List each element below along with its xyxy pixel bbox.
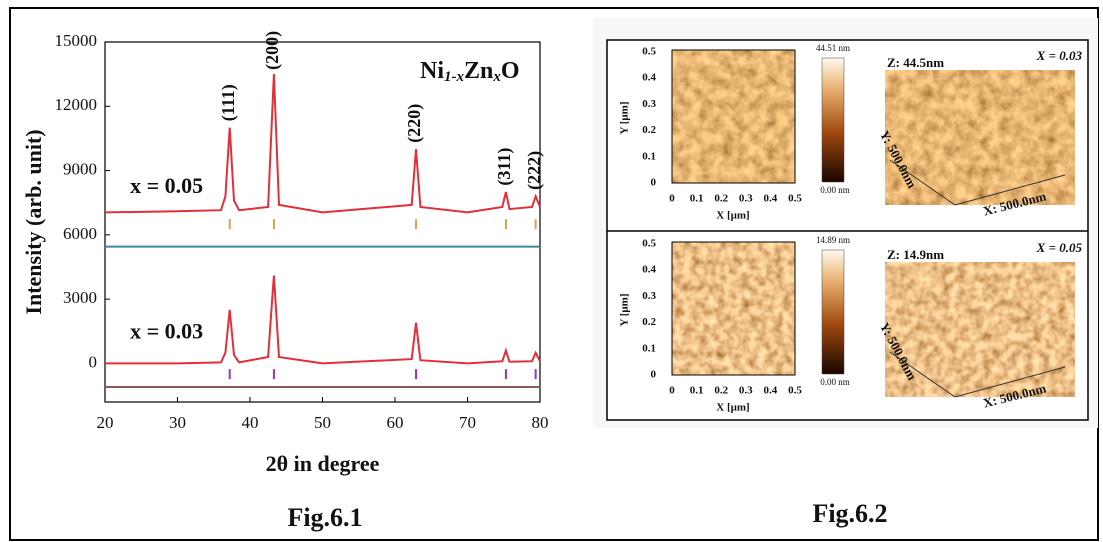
plot-frame	[104, 41, 541, 403]
afm-x-tick: 0.1	[690, 193, 704, 205]
y-tick-label: 6000	[63, 224, 97, 243]
afm-3d-box	[889, 351, 1066, 398]
afm-y-tick: 0.4	[642, 264, 656, 276]
z-label: Z: 44.5nm	[887, 55, 944, 70]
afm-x-tick: 0.3	[739, 193, 753, 205]
y-tick-label: 9000	[63, 159, 97, 178]
y-tick-label: 12000	[55, 95, 98, 114]
afm-y-tick: 0.2	[642, 316, 656, 328]
y-tick-label: 15000	[55, 31, 98, 50]
xrd-chart: 0 3000 6000 9000 12000 15000 20 30 40 50 60 70 80 2θ …	[21, 31, 548, 532]
curve-label: x = 0.03	[130, 318, 203, 343]
composition: X = 0.03	[1036, 48, 1083, 63]
curve-label: x = 0.05	[130, 173, 203, 198]
afm-x-tick: 0.4	[764, 193, 778, 205]
afm-y-tick: 0.1	[642, 342, 656, 354]
afm-image	[672, 242, 795, 375]
afm-x-tick: 0.4	[764, 385, 778, 397]
afm-y-tick: 0.3	[642, 290, 656, 302]
scale-max: 14.89 nm	[816, 235, 850, 245]
color-bar	[821, 57, 845, 183]
x-tick-label: 40	[242, 413, 259, 432]
title-part: Ni	[420, 58, 444, 84]
x-tick-label: 20	[97, 413, 114, 432]
peak-label: (311)	[494, 148, 515, 186]
y-tick-label: 0	[89, 352, 98, 371]
caption: Fig.6.2	[812, 499, 887, 528]
afm-x-label: X [μm]	[716, 210, 749, 222]
x-axis-label: 2θ in degree	[266, 451, 380, 476]
afm-y-tick: 0.4	[642, 72, 656, 84]
peak-label: (220)	[404, 104, 425, 143]
afm-y-label: Y [μm]	[619, 293, 631, 326]
afm-x-tick: 0.3	[739, 385, 753, 397]
afm-image	[672, 50, 795, 183]
afm-figure: 0 0.1 0.2 0.3 0.4 0.5 0 0.1 0.2 0.3 0.4 0.5 X [μm] Y …	[606, 39, 1089, 528]
afm-x-tick: 0.2	[714, 385, 728, 397]
series-line	[104, 74, 541, 214]
y-tick-label: 3000	[63, 288, 97, 307]
title-part: x	[492, 69, 501, 85]
peak-label: (222)	[524, 151, 545, 190]
afm-y-tick: 0.1	[642, 150, 656, 162]
chart-title: Ni1-xZnxO	[420, 58, 520, 86]
x-tick-label: 30	[169, 413, 186, 432]
afm-x-tick: 0.1	[690, 385, 704, 397]
afm-x-tick: 0.2	[714, 193, 728, 205]
afm-image-border	[671, 49, 796, 184]
afm-x-tick: 0	[669, 385, 675, 397]
scale-max: 44.51 nm	[816, 43, 850, 53]
title-part: O	[501, 58, 520, 84]
afm-image-border	[671, 241, 796, 376]
title-part: 1-x	[444, 69, 464, 85]
afm-x-label: X [μm]	[716, 402, 749, 414]
afm-3d-box	[889, 159, 1066, 206]
afm-y-tick: 0.3	[642, 98, 656, 110]
x-tick-label: 80	[532, 413, 549, 432]
afm-y-label: Y [μm]	[619, 101, 631, 134]
scale-min: 0.00 nm	[820, 377, 850, 387]
scale-min: 0.00 nm	[820, 185, 850, 195]
color-bar	[821, 249, 845, 375]
afm-x-tick: 0.5	[788, 193, 802, 205]
x-tick-label: 50	[314, 413, 331, 432]
x-tick-label: 60	[387, 413, 404, 432]
afm-x-tick: 0.5	[788, 385, 802, 397]
afm-x-tick: 0	[669, 193, 675, 205]
peak-label: (111)	[218, 84, 239, 121]
composition: X = 0.05	[1036, 240, 1083, 255]
afm-y-tick: 0	[651, 177, 657, 189]
afm-y-tick: 0.5	[642, 238, 656, 250]
x-tick-label: 70	[459, 413, 476, 432]
z-label: Z: 14.9nm	[887, 247, 944, 262]
series-line	[105, 275, 541, 365]
title-part: Zn	[464, 58, 493, 84]
peak-label: (200)	[262, 31, 283, 70]
y-axis-label: Intensity (arb. unit)	[21, 129, 46, 314]
afm-3d-surface	[885, 262, 1075, 397]
afm-3d-surface	[885, 70, 1075, 205]
afm-y-tick: 0.5	[642, 46, 656, 58]
afm-y-tick: 0	[651, 369, 657, 381]
caption: Fig.6.1	[287, 503, 362, 532]
afm-y-tick: 0.2	[642, 124, 656, 136]
